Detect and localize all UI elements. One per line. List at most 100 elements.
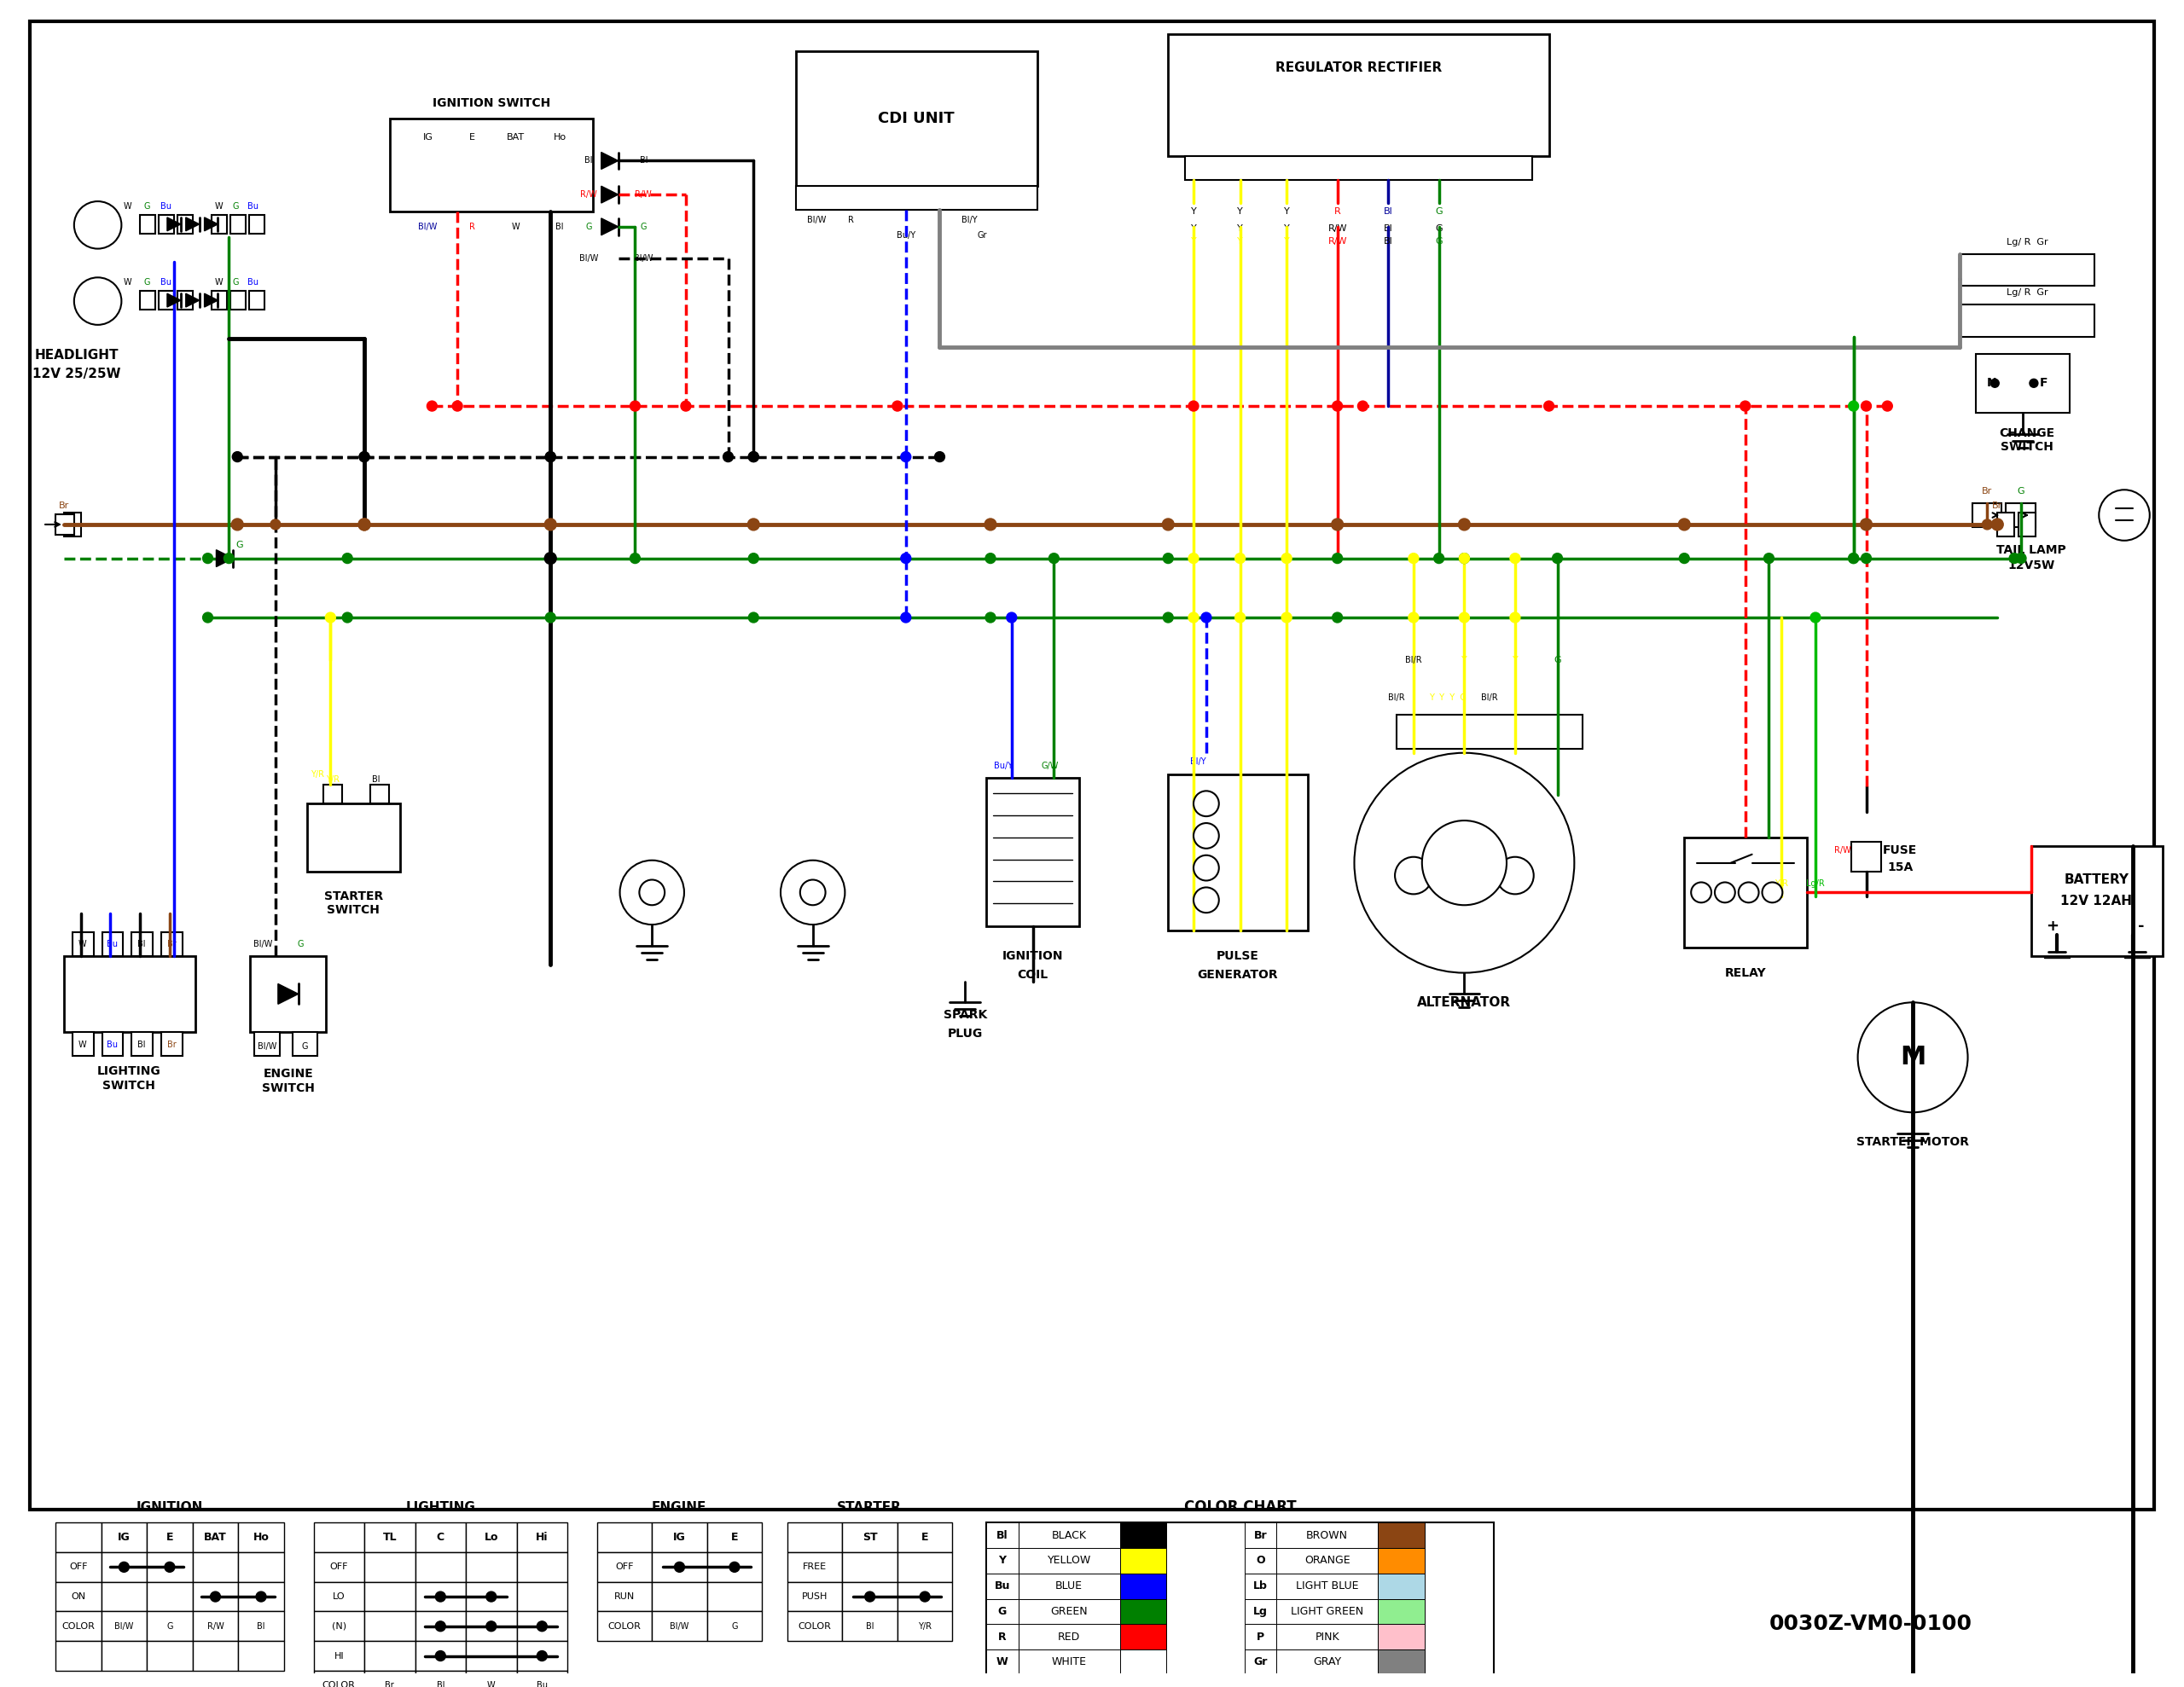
Text: R/W: R/W bbox=[581, 191, 596, 199]
Circle shape bbox=[1553, 553, 1562, 563]
Bar bbox=[708, 1582, 762, 1611]
Bar bbox=[795, 51, 1037, 186]
Bar bbox=[898, 1552, 952, 1582]
Text: Y: Y bbox=[1511, 656, 1518, 665]
Circle shape bbox=[537, 1652, 546, 1662]
Circle shape bbox=[1234, 553, 1245, 563]
Text: Bu: Bu bbox=[247, 202, 258, 211]
Text: Y: Y bbox=[1284, 224, 1289, 233]
Text: Y  Y  Y  G: Y Y Y G bbox=[1428, 693, 1465, 702]
Text: G: G bbox=[301, 1043, 308, 1051]
Circle shape bbox=[1459, 553, 1470, 563]
Text: CHANGE
SWITCH: CHANGE SWITCH bbox=[1998, 427, 2055, 452]
Bar bbox=[518, 1582, 568, 1611]
Bar bbox=[898, 1582, 952, 1611]
Bar bbox=[192, 1582, 238, 1611]
Text: BROWN: BROWN bbox=[1306, 1530, 1348, 1540]
Text: Br: Br bbox=[59, 501, 70, 509]
Circle shape bbox=[865, 1591, 876, 1601]
Circle shape bbox=[544, 552, 557, 563]
Bar bbox=[2005, 503, 2035, 526]
Circle shape bbox=[675, 1562, 684, 1572]
Circle shape bbox=[1459, 553, 1470, 563]
Bar bbox=[162, 933, 183, 957]
Bar bbox=[788, 1611, 843, 1641]
Circle shape bbox=[487, 1621, 496, 1631]
Bar bbox=[1168, 34, 1548, 157]
Text: W: W bbox=[996, 1657, 1009, 1668]
Text: (N): (N) bbox=[332, 1621, 347, 1631]
Circle shape bbox=[629, 553, 640, 563]
Bar bbox=[238, 1523, 284, 1552]
Circle shape bbox=[358, 518, 371, 530]
Text: BAT: BAT bbox=[203, 1532, 227, 1544]
Text: COIL: COIL bbox=[1018, 968, 1048, 980]
Text: Bl/W: Bl/W bbox=[633, 253, 653, 261]
Text: FUSE: FUSE bbox=[1883, 844, 1918, 855]
Bar bbox=[55, 1523, 100, 1552]
Bar bbox=[465, 1611, 518, 1641]
Circle shape bbox=[1188, 402, 1199, 412]
Bar bbox=[63, 957, 194, 1032]
Circle shape bbox=[1861, 402, 1872, 412]
Circle shape bbox=[1848, 553, 1859, 563]
Text: Bl/R: Bl/R bbox=[1481, 693, 1498, 702]
Text: REGULATOR RECTIFIER: REGULATOR RECTIFIER bbox=[1275, 61, 1441, 74]
Text: Bl/W: Bl/W bbox=[579, 253, 598, 261]
Circle shape bbox=[1992, 518, 2003, 530]
Text: 0030Z-VM0-0100: 0030Z-VM0-0100 bbox=[1769, 1614, 1972, 1635]
Text: G: G bbox=[585, 223, 592, 231]
Bar bbox=[103, 1032, 122, 1056]
Text: G: G bbox=[144, 202, 151, 211]
Text: G: G bbox=[166, 1621, 173, 1631]
Bar bbox=[192, 1552, 238, 1582]
Circle shape bbox=[1741, 402, 1749, 412]
Circle shape bbox=[1192, 823, 1219, 849]
Text: W: W bbox=[79, 940, 87, 948]
Bar bbox=[1018, 1574, 1120, 1599]
Text: Y: Y bbox=[1284, 236, 1289, 245]
Text: PINK: PINK bbox=[1315, 1631, 1339, 1643]
Text: W: W bbox=[79, 1041, 87, 1049]
Text: P: P bbox=[1256, 1631, 1265, 1643]
Circle shape bbox=[900, 553, 911, 563]
Circle shape bbox=[1282, 612, 1291, 623]
Bar bbox=[365, 1611, 415, 1641]
Bar bbox=[1275, 1650, 1378, 1675]
Bar bbox=[987, 1625, 1018, 1650]
Circle shape bbox=[74, 201, 122, 248]
Text: Y: Y bbox=[1236, 208, 1243, 216]
Circle shape bbox=[620, 860, 684, 924]
Text: COLOR: COLOR bbox=[607, 1621, 642, 1631]
Text: G: G bbox=[236, 540, 242, 548]
Bar bbox=[1245, 1574, 1275, 1599]
Circle shape bbox=[210, 1591, 221, 1601]
Bar bbox=[238, 1582, 284, 1611]
Text: Bl: Bl bbox=[1385, 236, 1393, 245]
Bar bbox=[1018, 1599, 1120, 1625]
Circle shape bbox=[1738, 882, 1758, 903]
Bar bbox=[212, 290, 227, 310]
Text: G: G bbox=[640, 223, 646, 231]
Bar bbox=[1186, 157, 1531, 181]
Polygon shape bbox=[601, 152, 618, 169]
Bar bbox=[653, 1582, 708, 1611]
Text: LIGHTING
SWITCH: LIGHTING SWITCH bbox=[98, 1066, 162, 1091]
Text: IGNITION SWITCH: IGNITION SWITCH bbox=[432, 98, 550, 110]
Bar bbox=[1245, 1650, 1275, 1675]
Bar bbox=[518, 1552, 568, 1582]
Bar bbox=[415, 1582, 465, 1611]
Bar bbox=[1120, 1574, 1166, 1599]
Polygon shape bbox=[277, 984, 299, 1004]
Circle shape bbox=[546, 452, 555, 462]
Text: TL: TL bbox=[382, 1532, 397, 1544]
Text: C: C bbox=[437, 1532, 443, 1544]
Text: Bl: Bl bbox=[138, 1041, 146, 1049]
Bar bbox=[1018, 1549, 1120, 1574]
Bar bbox=[1275, 1625, 1378, 1650]
Bar bbox=[371, 784, 389, 803]
Bar bbox=[365, 1641, 415, 1670]
Text: Y: Y bbox=[1190, 208, 1197, 216]
Text: GREEN: GREEN bbox=[1051, 1606, 1088, 1618]
Circle shape bbox=[900, 612, 911, 623]
